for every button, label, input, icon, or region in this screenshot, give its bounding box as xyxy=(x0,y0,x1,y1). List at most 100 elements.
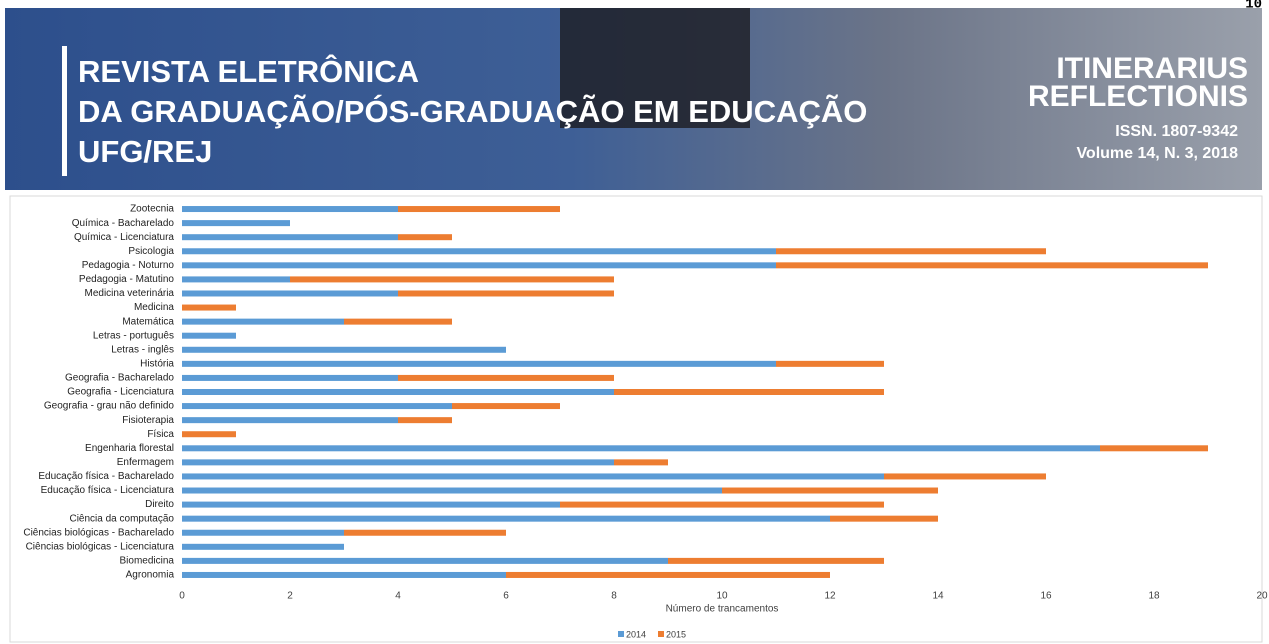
y-tick-label: Letras - português xyxy=(93,330,174,341)
bar-segment xyxy=(182,431,236,438)
bar-segment xyxy=(182,417,398,424)
y-tick-label: Medicina veterinária xyxy=(85,288,175,299)
x-tick-label: 6 xyxy=(503,591,509,602)
y-tick-label: Agronomia xyxy=(126,570,175,581)
page-number: 10 xyxy=(1245,0,1262,13)
bar-segment xyxy=(452,403,560,410)
bar-segment xyxy=(182,571,506,578)
x-axis-title: Número de trancamentos xyxy=(666,604,779,615)
banner-photo xyxy=(560,8,750,128)
brand-line: REFLECTIONIS xyxy=(1028,80,1248,113)
bar-segment xyxy=(344,318,452,325)
chart: 0 2 4 6 8 10 12 14 16 18 20 Número de trancamentos Z… xyxy=(23,204,1268,640)
bar-segment xyxy=(398,234,452,241)
y-tick-label: Letras - inglês xyxy=(111,344,174,355)
bar-segment xyxy=(182,248,776,255)
bar-segment xyxy=(398,290,614,297)
y-tick-label: Geografia - grau não definido xyxy=(44,401,175,412)
banner-rule xyxy=(62,46,67,176)
bar-segment xyxy=(182,487,722,494)
bar-segment xyxy=(182,234,398,241)
y-tick-label: Química - Bacharelado xyxy=(72,218,175,229)
legend-swatch xyxy=(618,631,624,637)
chart-frame xyxy=(9,195,1263,643)
bar-segment xyxy=(182,543,344,550)
bar-segment xyxy=(884,473,1046,480)
y-tick-label: Medicina xyxy=(134,302,174,313)
y-tick-label: Química - Licenciatura xyxy=(74,232,174,243)
y-tick-label: Ciência da computação xyxy=(69,513,174,524)
y-tick-label: Geografia - Licenciatura xyxy=(67,387,174,398)
journal-line: REVISTA ELETRÔNICA xyxy=(78,53,419,89)
x-tick-label: 16 xyxy=(1040,591,1052,602)
y-tick-label: Geografia - Bacharelado xyxy=(65,373,174,384)
x-tick-label: 12 xyxy=(824,591,836,602)
bar-segment xyxy=(398,206,560,213)
bar-segment xyxy=(182,515,830,522)
y-tick-label: Ciências biológicas - Bacharelado xyxy=(23,527,174,538)
bar-segment xyxy=(776,360,884,367)
bar-segment xyxy=(776,248,1046,255)
bar-segment xyxy=(722,487,938,494)
x-tick-label: 0 xyxy=(179,591,185,602)
bar-segment xyxy=(182,262,776,269)
bar-segment xyxy=(398,417,452,424)
bar-segment xyxy=(182,529,344,536)
y-tick-label: Direito xyxy=(145,499,174,510)
y-tick-label: Educação física - Licenciatura xyxy=(41,485,175,496)
x-tick-label: 20 xyxy=(1256,591,1268,602)
bar-segment xyxy=(614,459,668,466)
y-tick-label: Biomedicina xyxy=(120,556,175,567)
y-tick-label: Pedagogia - Noturno xyxy=(82,260,175,271)
y-tick-label: História xyxy=(140,358,174,369)
bar-segment xyxy=(182,206,398,213)
x-tick-label: 4 xyxy=(395,591,401,602)
legend-label: 2014 xyxy=(626,629,646,639)
y-tick-label: Fisioterapia xyxy=(122,415,174,426)
journal-line: DA GRADUAÇÃO/PÓS-GRADUAÇÃO EM EDUCAÇÃO xyxy=(78,93,867,129)
y-tick-label: Engenharia florestal xyxy=(85,443,174,454)
bar-segment xyxy=(506,571,830,578)
y-tick-label: Matemática xyxy=(122,316,174,327)
x-tick-label: 10 xyxy=(716,591,728,602)
bar-segment xyxy=(776,262,1208,269)
bar-segment xyxy=(560,501,884,508)
legend-swatch xyxy=(658,631,664,637)
bar-segment xyxy=(182,220,290,227)
bar-segment xyxy=(290,276,614,283)
bar-segment xyxy=(182,360,776,367)
bar-segment xyxy=(1100,445,1208,452)
y-tick-label: Pedagogia - Matutino xyxy=(79,274,175,285)
legend-label: 2015 xyxy=(666,629,686,639)
bar-segment xyxy=(344,529,506,536)
bar-segment xyxy=(668,557,884,564)
journal-line: UFG/REJ xyxy=(78,134,212,169)
y-tick-label: Enfermagem xyxy=(117,457,174,468)
x-tick-label: 18 xyxy=(1148,591,1160,602)
bar-segment xyxy=(182,332,236,339)
y-tick-label: Ciências biológicas - Licenciatura xyxy=(26,541,175,552)
bar-segment xyxy=(182,445,1100,452)
bar-segment xyxy=(182,346,506,353)
x-tick-label: 14 xyxy=(932,591,944,602)
x-tick-label: 2 xyxy=(287,591,293,602)
y-tick-label: Física xyxy=(147,429,174,440)
bar-segment xyxy=(182,290,398,297)
issn: ISSN. 1807-9342 xyxy=(1115,123,1238,140)
bar-segment xyxy=(182,276,290,283)
y-tick-label: Psicologia xyxy=(128,246,174,257)
bar-segment xyxy=(830,515,938,522)
bar-segment xyxy=(182,304,236,311)
bar-segment xyxy=(182,501,560,508)
brand-line: ITINERARIUS xyxy=(1056,52,1248,85)
y-tick-label: Zootecnia xyxy=(130,204,174,215)
bar-segment xyxy=(398,374,614,381)
volume: Volume 14, N. 3, 2018 xyxy=(1076,145,1238,162)
y-tick-label: Educação física - Bacharelado xyxy=(38,471,174,482)
bar-segment xyxy=(182,557,668,564)
bar-segment xyxy=(182,473,884,480)
bar-segment xyxy=(182,389,614,395)
bar-segment xyxy=(182,459,614,466)
bar-segment xyxy=(182,318,344,325)
bar-segment xyxy=(182,403,452,410)
